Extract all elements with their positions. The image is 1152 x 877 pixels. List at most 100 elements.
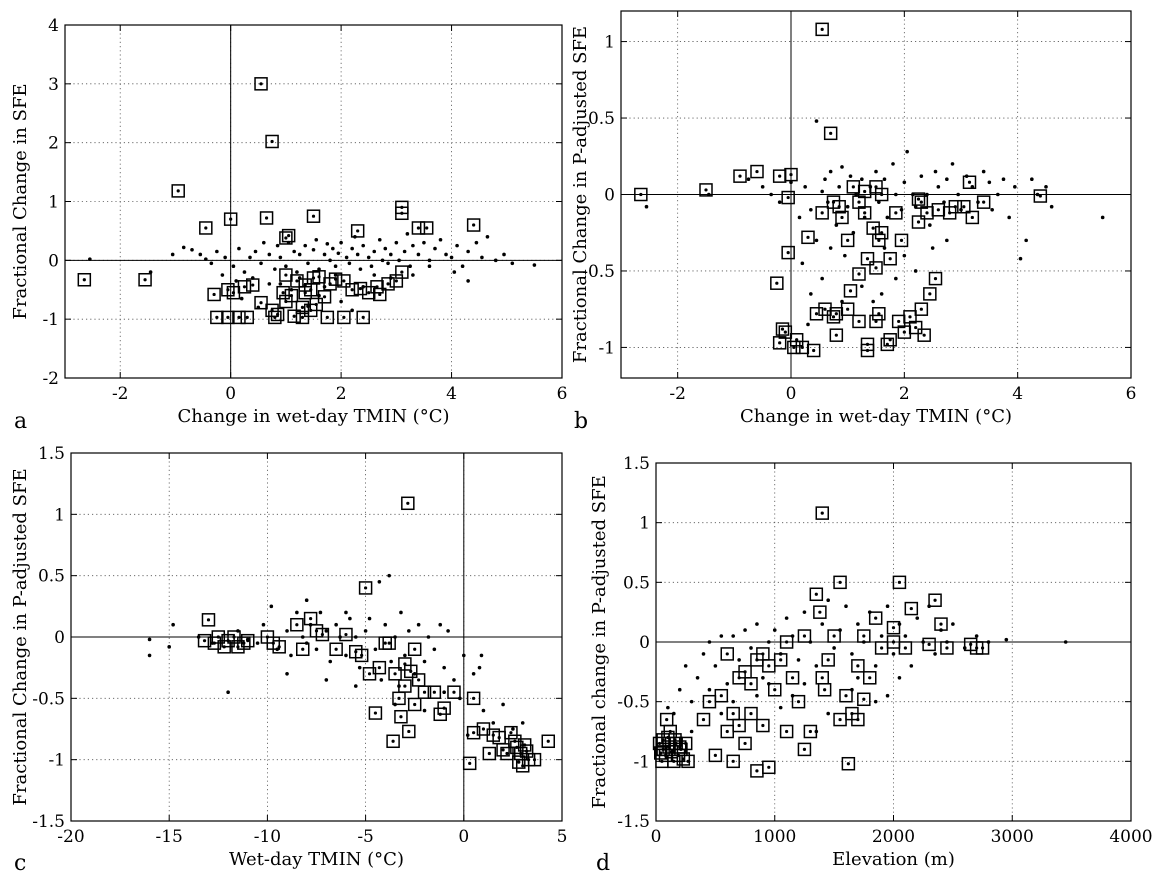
point-box [851,712,865,727]
data-point-dot [820,189,824,194]
data-point-boxed [781,190,795,205]
data-point-dot [713,664,718,668]
data-point-boxed [726,706,740,721]
point-dot [916,197,921,201]
point-box [801,230,815,245]
point-dot [936,208,940,212]
data-point-boxed [772,169,787,183]
point-box [815,671,829,685]
data-point-dot [353,684,358,688]
point-dot [880,231,884,235]
data-point-dot [850,687,854,692]
data-point-dot [493,258,498,263]
data-point-dot [399,610,403,615]
point-dot [862,634,866,638]
point-box [259,211,274,225]
data-point-dot [845,204,850,209]
data-point-dot [672,711,676,716]
data-point-dot [379,678,384,682]
data-point-boxed [852,267,866,281]
point-box [411,221,426,235]
data-point-boxed [883,333,897,347]
point-box [815,206,829,220]
data-point-dot [275,243,280,248]
data-point-dot [1024,238,1028,243]
data-point-dot [802,610,807,614]
point-box [852,314,866,329]
data-point-dot [223,255,227,260]
y-tick-label: 0 [639,633,650,653]
data-point-dot [902,253,907,258]
point-box [957,199,971,214]
point-box [339,627,353,642]
data-point-boxed [866,221,880,235]
data-point-dot [894,276,898,281]
point-dot [761,652,765,656]
x-tick-label: 1000 [753,827,796,847]
data-point-boxed [482,746,497,761]
x-axis-label: Elevation (m) [832,849,955,870]
data-point-boxed [373,287,387,302]
data-point-dot [427,258,432,263]
point-dot [779,658,783,662]
data-point-boxed [201,613,216,627]
data-point-dot [860,177,864,182]
data-point-dot [814,119,819,123]
data-point-dot [868,185,873,189]
data-point-dot [204,257,208,261]
point-dot [846,762,850,766]
panel-c: -20 -15 -10 -5 0 5 -1.5 -1 -0.5 0 0.5 1 1.5 Wet-day T… [10,444,567,876]
point-dot [342,279,346,283]
data-point-dot [885,693,890,698]
point-dot [731,712,735,716]
point-box [427,685,442,699]
data-point-dot [850,652,854,656]
data-point-dot [746,177,751,182]
point-dot [939,622,943,626]
point-dot [738,174,742,178]
point-box [840,302,855,316]
y-tick-label: 0.5 [623,573,650,593]
point-box [904,601,919,616]
point-box [894,233,909,248]
point-box [634,187,648,202]
data-point-dot [862,215,867,220]
data-point-dot [796,658,801,662]
y-tick-label: 1.5 [623,454,650,474]
data-point-boxed [290,274,304,288]
point-box [519,744,534,758]
data-point-dot [278,282,283,286]
data-point-dot [707,640,712,644]
data-point-dot [882,177,887,182]
data-point-dot [666,705,670,710]
data-point-boxed [1033,189,1048,203]
point-dot [701,717,706,722]
data-point-boxed [833,575,847,590]
data-point-dot [198,252,203,257]
point-dot [755,769,759,773]
data-point-dot [820,276,824,281]
point-box [482,746,497,761]
point-dot [287,234,291,238]
data-point-boxed [818,302,832,316]
data-point-dot [278,255,283,260]
data-point-dot [840,165,844,169]
data-point-dot [311,247,316,252]
data-point-dot [259,261,263,266]
point-box [673,740,687,754]
data-point-dot [510,261,515,266]
point-dot [865,348,870,353]
data-point-boxed [541,734,556,749]
point-box [696,712,711,727]
data-point-dot [295,270,299,274]
point-dot [790,676,795,680]
point-dot [487,751,491,756]
point-box [298,285,312,300]
point-dot [322,295,327,299]
data-point-boxed [295,310,310,325]
data-point-dot [814,729,819,734]
data-point-dot [777,200,782,204]
x-axis-label: Change in wet-day TMIN (°C) [177,406,449,427]
point-dot [962,205,966,209]
point-box [806,343,821,358]
